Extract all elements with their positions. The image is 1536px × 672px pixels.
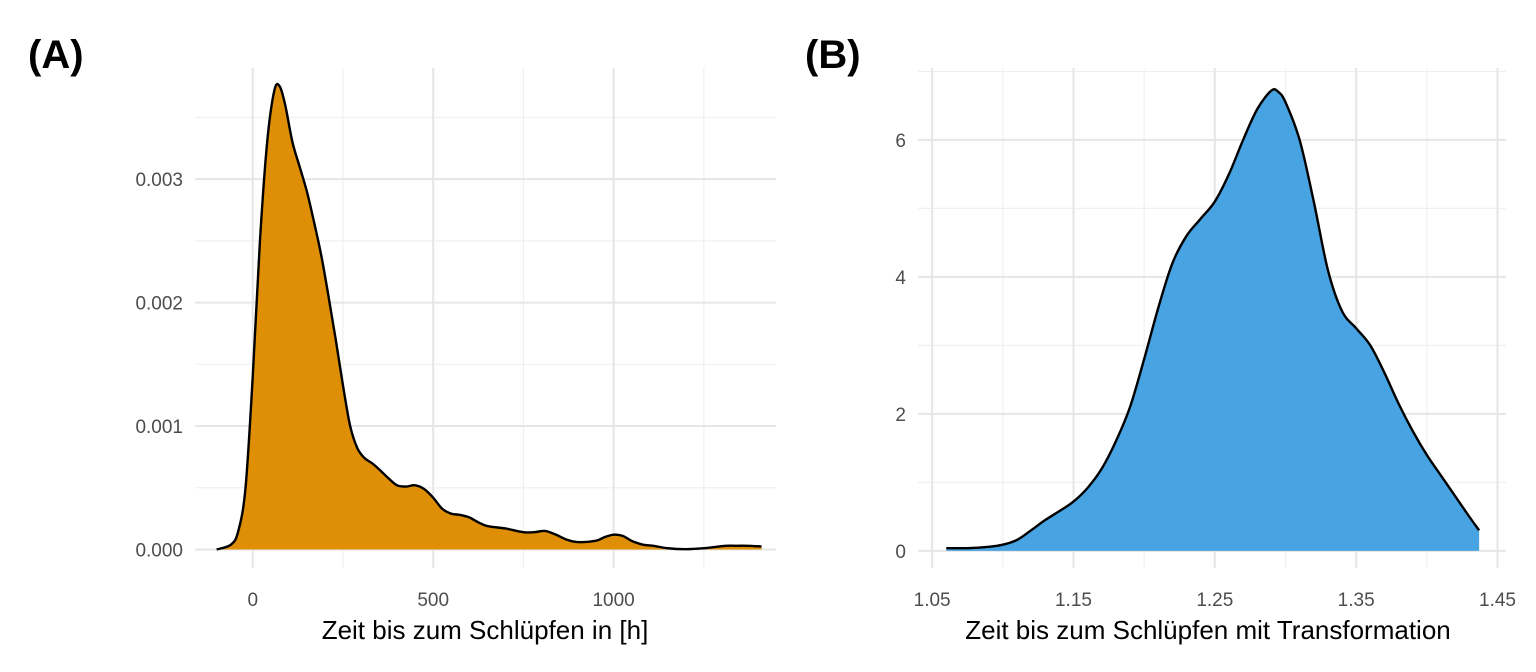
panel-b-density-line bbox=[946, 88, 1481, 550]
panel-a-y-tick-label-2: 0.002 bbox=[135, 294, 183, 315]
panel-a-y-tick-label-0: 0.000 bbox=[135, 540, 183, 561]
panel-b-y-tick-label-2: 4 bbox=[895, 268, 906, 289]
panel-b-x-tick-label-1: 1.15 bbox=[1055, 590, 1092, 611]
panel-a-ticks: 0 500 1000 0.000 0.001 0.002 0.003 bbox=[135, 170, 634, 611]
panel-b-x-tick-label-3: 1.35 bbox=[1338, 590, 1375, 611]
panel-a-y-tick-label-1: 0.001 bbox=[135, 417, 183, 438]
panel-b-ticks: 1.05 1.15 1.25 1.35 1.45 0 2 4 6 bbox=[895, 131, 1516, 611]
panel-a-x-tick-label-1: 500 bbox=[417, 590, 449, 611]
panel-b-density-area bbox=[946, 89, 1480, 551]
panel-b-x-axis-title: Zeit bis zum Schlüpfen mit Transformatio… bbox=[965, 615, 1451, 645]
panel-b-x-tick-label-4: 1.45 bbox=[1479, 590, 1516, 611]
panel-b-label: (B) bbox=[805, 33, 861, 77]
panel-a-x-tick-label-2: 1000 bbox=[592, 590, 634, 611]
panel-a-density-area bbox=[216, 83, 762, 550]
panel-a-y-tick-label-3: 0.003 bbox=[135, 170, 183, 191]
panel-a-density-line bbox=[216, 82, 762, 551]
panel-a-x-axis-title: Zeit bis zum Schlüpfen in [h] bbox=[322, 615, 649, 645]
panel-a-label: (A) bbox=[28, 33, 84, 77]
panel-b-y-tick-label-0: 0 bbox=[895, 542, 906, 563]
panel-b-x-tick-label-2: 1.25 bbox=[1196, 590, 1233, 611]
panel-b-y-tick-label-3: 6 bbox=[895, 131, 906, 152]
panel-b: (B) 1.05 1.15 1.25 1.35 1.45 0 2 4 6 Zeit bis zu… bbox=[805, 33, 1516, 645]
panel-a: (A) 0 500 1000 0.000 0.001 0.002 0.003 Zeit bi… bbox=[28, 33, 776, 645]
panel-a-x-tick-label-0: 0 bbox=[247, 590, 258, 611]
panel-b-x-tick-label-0: 1.05 bbox=[914, 590, 951, 611]
panel-b-y-tick-label-1: 2 bbox=[895, 405, 906, 426]
